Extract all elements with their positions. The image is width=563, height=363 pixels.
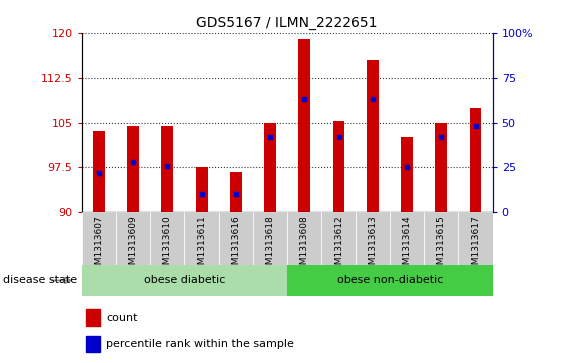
Bar (287, 265, 493, 296)
Bar (333, 121, 345, 212)
Bar (298, 39, 310, 212)
Bar (253, 212, 287, 265)
Bar (161, 126, 173, 212)
Text: count: count (106, 313, 138, 323)
Bar (401, 138, 413, 212)
Text: obese non-diabetic: obese non-diabetic (337, 276, 443, 285)
Bar (390, 212, 424, 265)
Text: GSM1313611: GSM1313611 (197, 215, 206, 276)
Bar (264, 123, 276, 212)
Bar (424, 212, 458, 265)
Text: GSM1313613: GSM1313613 (368, 215, 377, 276)
Bar (287, 212, 321, 265)
Bar (93, 131, 105, 212)
Text: GSM1313610: GSM1313610 (163, 215, 172, 276)
Text: disease state: disease state (3, 275, 77, 285)
Title: GDS5167 / ILMN_2222651: GDS5167 / ILMN_2222651 (196, 16, 378, 30)
Text: GSM1313607: GSM1313607 (94, 215, 103, 276)
Bar (82, 212, 116, 265)
Bar (86, 335, 100, 352)
Bar (86, 309, 100, 326)
Bar (458, 212, 493, 265)
Bar (470, 107, 481, 212)
Bar (185, 212, 218, 265)
Text: GSM1313614: GSM1313614 (403, 215, 412, 276)
Text: GSM1313617: GSM1313617 (471, 215, 480, 276)
Text: GSM1313615: GSM1313615 (437, 215, 446, 276)
Text: GSM1313618: GSM1313618 (266, 215, 275, 276)
Bar (321, 212, 356, 265)
Bar (230, 172, 242, 212)
Text: GSM1313608: GSM1313608 (300, 215, 309, 276)
Bar (356, 212, 390, 265)
Bar (127, 126, 139, 212)
Bar (150, 212, 185, 265)
Text: GSM1313616: GSM1313616 (231, 215, 240, 276)
Bar (435, 123, 447, 212)
Bar (82, 265, 287, 296)
Text: obese diabetic: obese diabetic (144, 276, 225, 285)
Text: GSM1313609: GSM1313609 (128, 215, 137, 276)
Text: percentile rank within the sample: percentile rank within the sample (106, 339, 294, 349)
Text: GSM1313612: GSM1313612 (334, 215, 343, 276)
Bar (367, 60, 379, 212)
Bar (218, 212, 253, 265)
Bar (195, 167, 208, 212)
Bar (116, 212, 150, 265)
